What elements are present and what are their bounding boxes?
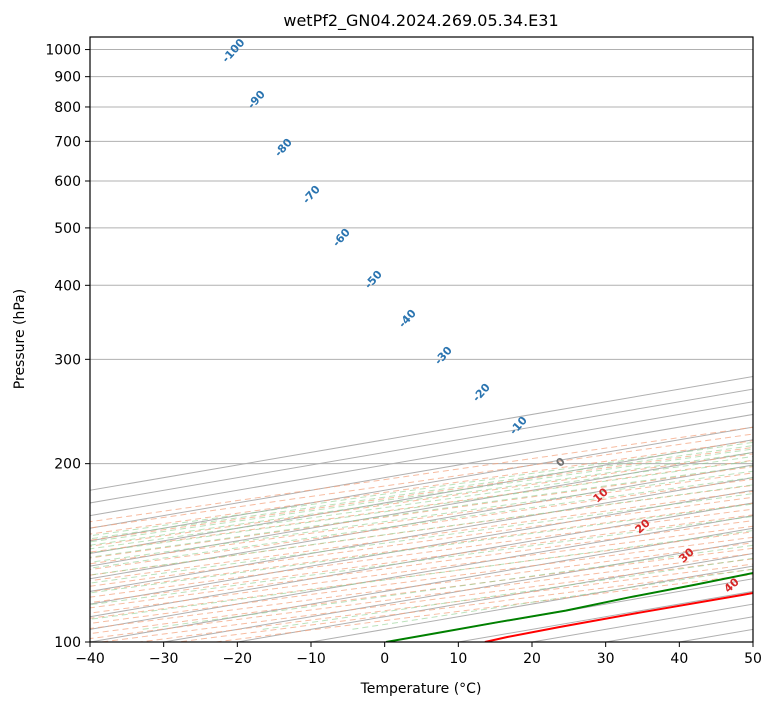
plot-frame — [89, 36, 754, 643]
isotherm-line — [90, 451, 753, 567]
x-tick-label: 50 — [744, 651, 762, 667]
isotherm-line — [752, 641, 753, 642]
isotherm-line — [90, 502, 753, 618]
dry-adiabat-line — [90, 472, 753, 565]
x-tick-label: 40 — [670, 651, 688, 667]
dry-adiabat-line — [90, 484, 753, 576]
background-lines — [90, 49, 753, 642]
dry-adiabat-line — [90, 453, 753, 547]
x-tick-label: 20 — [523, 651, 541, 667]
y-tick-label: 300 — [54, 352, 81, 368]
isotherm-line — [163, 540, 753, 642]
x-axis-label: Temperature (°C) — [360, 681, 482, 697]
x-tick-label: −10 — [296, 651, 326, 667]
y-tick-label: 700 — [54, 134, 81, 150]
dry-adiabat-line — [90, 508, 753, 598]
isotherm-line — [90, 489, 753, 605]
dry-adiabat-line — [90, 536, 753, 624]
y-tick-label: 1000 — [45, 43, 81, 59]
x-tick-label: 10 — [449, 651, 467, 667]
y-tick-label: 400 — [54, 278, 81, 294]
isotherm-line — [90, 515, 753, 630]
plot-area — [90, 37, 753, 642]
y-tick-label: 500 — [54, 221, 81, 237]
dry-adiabat-line — [90, 514, 753, 604]
y-axis: 100 200 300 400 500 600 700 800 900 1000 — [45, 43, 90, 651]
y-tick-label: 900 — [54, 70, 81, 86]
x-tick-label: −30 — [149, 651, 179, 667]
y-axis-label: Pressure (hPa) — [12, 289, 28, 389]
dry-adiabat-line — [90, 478, 753, 571]
x-tick-label: 0 — [380, 651, 389, 667]
x-axis: −40 −30 −20 −10 0 10 20 30 40 50 — [75, 642, 762, 667]
y-tick-label: 100 — [54, 635, 81, 651]
y-tick-label: 600 — [54, 174, 81, 190]
x-tick-label: −20 — [223, 651, 253, 667]
chart-title: wetPf2_GN04.2024.269.05.34.E31 — [283, 11, 558, 31]
y-tick-label: 800 — [54, 100, 81, 116]
isotherm-line — [90, 439, 753, 555]
isotherm-line — [90, 464, 753, 580]
dry-adiabat-line — [90, 520, 753, 609]
x-tick-label: −40 — [75, 651, 105, 667]
y-tick-label: 200 — [54, 457, 81, 473]
x-tick-label: 30 — [597, 651, 615, 667]
